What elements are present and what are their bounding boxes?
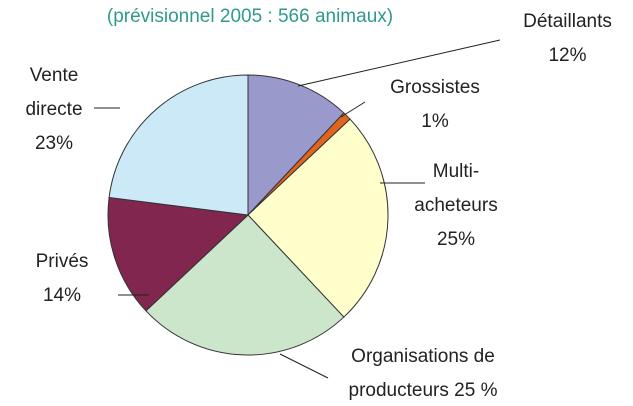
slice-label: Multi-acheteurs 25% (400, 155, 512, 257)
value-label: 14% (42, 285, 82, 306)
value-label: 12% (548, 45, 587, 66)
pie-slice (107, 196, 250, 312)
category-label: Organisations de producteurs (348, 346, 495, 401)
category-label: Vente directe (25, 65, 83, 120)
category-label: Privés (35, 251, 89, 272)
value-label: 25 % (454, 380, 498, 401)
pie-slice (247, 74, 345, 217)
slice-label: Grossistes 1% (360, 71, 510, 139)
category-label: Grossistes (390, 77, 480, 98)
slice-label: Vente directe 23% (10, 59, 98, 161)
leader-line (297, 39, 501, 87)
leader-line (279, 353, 329, 379)
category-label: Multi-acheteurs (414, 161, 498, 216)
slice-label: Organisations de producteurs 25 % (318, 340, 528, 406)
pie-slice (145, 214, 345, 356)
value-label: 23% (34, 133, 74, 154)
slice-label: Détaillants 12% (505, 5, 630, 73)
slice-label: Privés 14% (20, 245, 104, 313)
pie-slice (108, 74, 249, 216)
value-label: 25% (436, 229, 476, 250)
chart-title: (prévisionnel 2005 : 566 animaux) (106, 6, 394, 27)
pie-slice (247, 118, 389, 318)
value-label: 1% (421, 111, 449, 132)
leader-line (340, 101, 366, 118)
category-label: Détaillants (523, 11, 612, 32)
